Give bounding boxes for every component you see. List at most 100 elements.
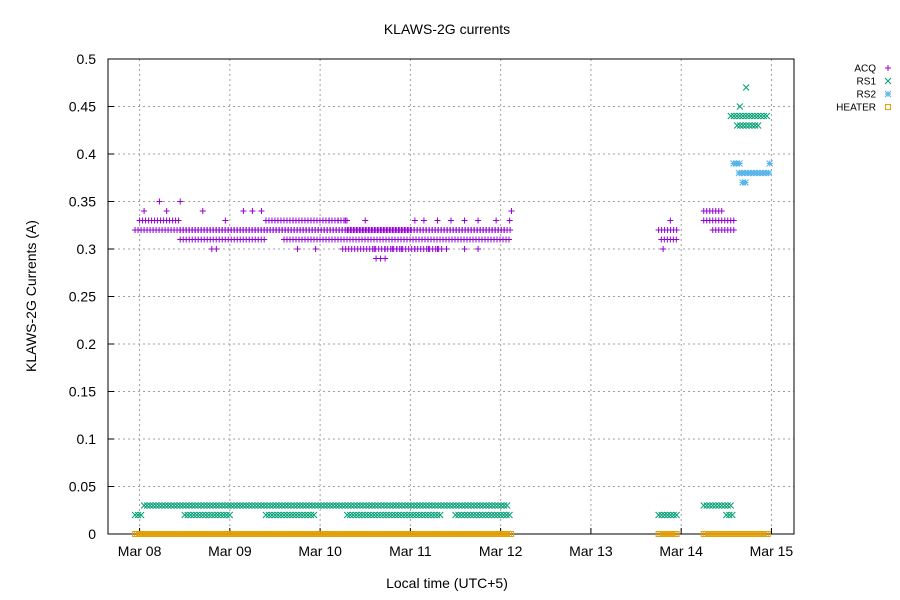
point-rs1 <box>464 502 472 509</box>
point-rs1 <box>314 502 322 509</box>
point-rs1 <box>208 511 216 519</box>
point-rs1 <box>131 511 139 519</box>
point-rs1 <box>170 502 178 509</box>
point-rs1 <box>370 511 378 519</box>
point-acq <box>411 246 418 252</box>
point-rs1 <box>358 511 366 519</box>
point-rs1 <box>233 502 241 509</box>
point-rs1 <box>281 502 289 509</box>
axis-ticks: 0 0.05 0.1 0.15 0.2 0.25 0.3 0.35 0.4 0.45 0.5 Mar … <box>69 51 794 559</box>
point-rs1 <box>431 502 439 509</box>
point-rs1 <box>263 502 271 509</box>
point-rs1 <box>485 502 493 509</box>
point-acq <box>294 246 301 252</box>
point-heater <box>673 531 680 537</box>
point-rs1 <box>425 502 433 509</box>
point-rs1 <box>335 502 343 509</box>
y-axis-label: KLAWS-2G Currents (A) <box>23 220 39 372</box>
point-rs2 <box>753 169 761 177</box>
point-rs1 <box>373 511 381 519</box>
point-rs1 <box>190 511 198 519</box>
point-acq <box>398 246 405 252</box>
point-rs2 <box>742 179 749 186</box>
point-rs1 <box>406 511 414 519</box>
point-rs1 <box>436 511 444 519</box>
point-rs1 <box>218 502 226 509</box>
point-rs1 <box>284 502 292 509</box>
point-rs1 <box>338 502 346 509</box>
point-rs1 <box>482 502 490 509</box>
point-rs1 <box>143 502 151 509</box>
point-rs2 <box>756 169 764 177</box>
point-rs1 <box>434 502 442 509</box>
point-acq <box>434 217 441 224</box>
point-rs2 <box>762 169 770 177</box>
point-acq <box>371 246 378 252</box>
x-tick-label: Mar 09 <box>208 543 252 559</box>
point-rs1 <box>419 502 427 509</box>
point-rs1 <box>173 502 181 509</box>
point-acq <box>434 246 441 252</box>
point-rs1 <box>461 502 469 509</box>
point-rs1 <box>191 502 199 509</box>
point-rs1 <box>254 502 262 509</box>
point-rs2 <box>735 169 743 177</box>
point-rs1 <box>206 502 214 509</box>
point-heater <box>764 531 771 537</box>
point-rs1 <box>440 502 448 509</box>
point-rs1 <box>500 511 507 519</box>
point-rs1 <box>494 502 502 509</box>
point-rs1 <box>443 502 451 509</box>
point-rs1 <box>350 502 358 509</box>
point-rs1 <box>287 502 295 509</box>
point-rs1 <box>134 511 142 519</box>
point-rs1 <box>277 511 285 519</box>
point-rs1 <box>380 502 388 509</box>
point-rs2 <box>744 169 752 177</box>
point-rs1 <box>715 502 723 509</box>
point-acq <box>249 208 256 214</box>
point-rs1 <box>748 112 756 120</box>
point-rs1 <box>485 511 492 519</box>
point-acq <box>730 227 737 233</box>
point-rs1 <box>497 502 505 509</box>
y-tick-label: 0 <box>88 526 96 542</box>
point-rs1 <box>397 511 405 519</box>
point-rs1 <box>359 502 367 509</box>
point-acq <box>175 217 182 224</box>
point-rs1 <box>226 511 234 519</box>
point-acq <box>501 227 508 233</box>
point-rs1 <box>763 112 771 120</box>
point-rs1 <box>329 502 337 509</box>
point-rs1 <box>751 122 759 129</box>
point-acq <box>425 246 432 252</box>
point-acq <box>420 217 427 224</box>
point-rs1 <box>661 511 668 519</box>
data-marks <box>131 84 773 537</box>
point-rs1 <box>230 502 238 509</box>
series-acq <box>132 198 737 262</box>
point-rs1 <box>323 502 331 509</box>
point-rs1 <box>739 122 747 129</box>
y-tick-label: 0.35 <box>69 194 96 210</box>
point-acq <box>673 236 680 243</box>
point-rs1 <box>506 511 513 519</box>
legend-label: HEATER <box>836 103 876 114</box>
point-rs1 <box>164 502 172 509</box>
point-rs1 <box>184 511 192 519</box>
point-rs1 <box>137 511 145 519</box>
point-acq <box>261 236 268 243</box>
point-rs1 <box>220 511 228 519</box>
point-rs1 <box>223 511 231 519</box>
point-rs1 <box>308 502 316 509</box>
point-rs1 <box>673 511 680 519</box>
series-rs2 <box>730 160 773 186</box>
point-rs1 <box>395 502 403 509</box>
point-rs1 <box>410 502 418 509</box>
point-acq <box>312 246 319 252</box>
point-rs1 <box>200 502 208 509</box>
point-acq <box>461 246 468 252</box>
point-rs1 <box>356 502 364 509</box>
grid-lines <box>108 59 794 534</box>
point-rs1 <box>742 122 750 129</box>
